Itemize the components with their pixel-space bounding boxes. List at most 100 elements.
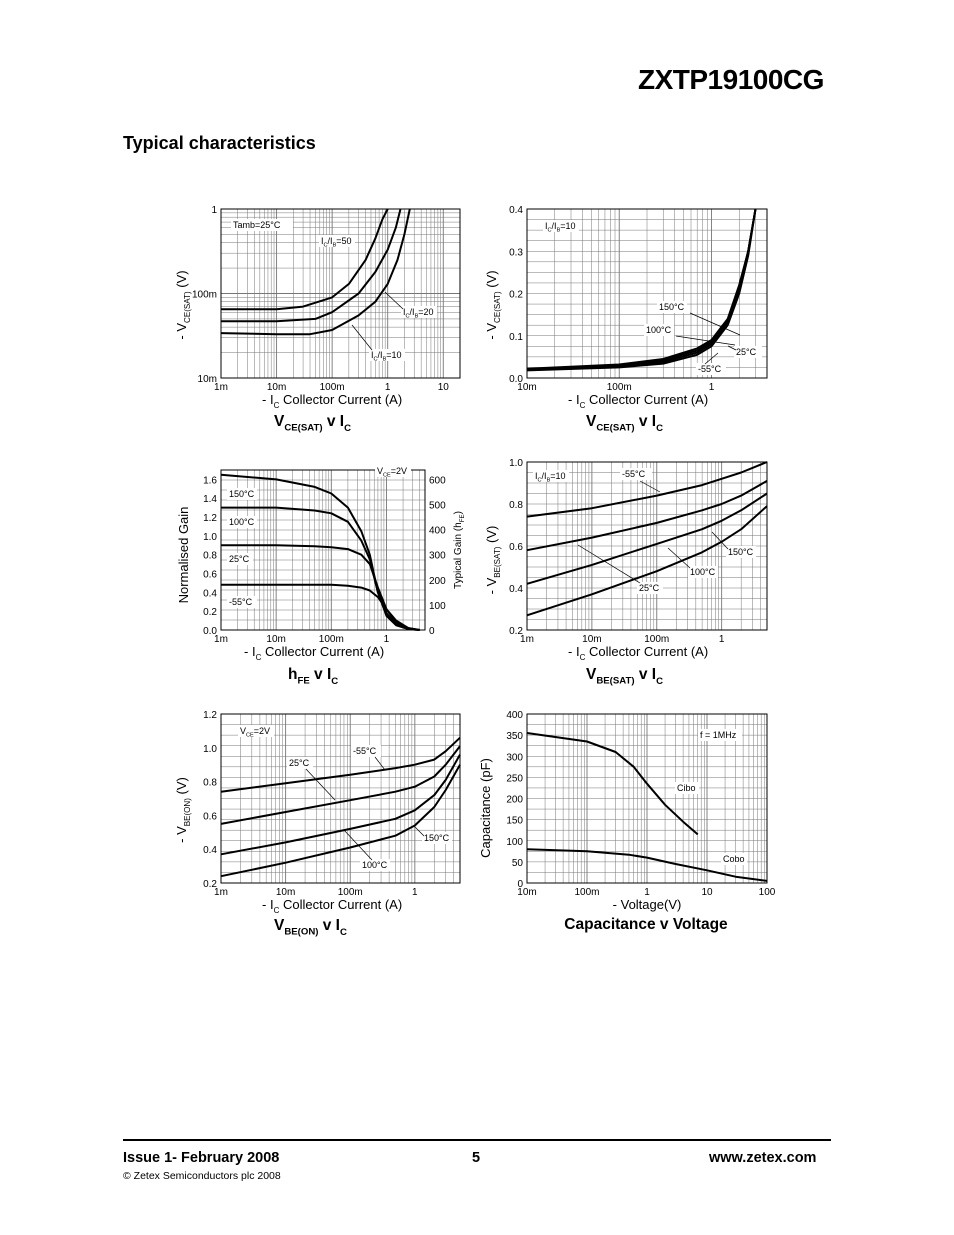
series-curve bbox=[526, 505, 768, 617]
annotation-bg bbox=[698, 729, 742, 741]
series-curve bbox=[526, 848, 768, 882]
y-axis-label: - VCE(SAT) (V) bbox=[484, 270, 502, 339]
x-tick-label: 1 bbox=[384, 634, 390, 645]
plot-frame bbox=[220, 469, 426, 631]
series-curve bbox=[526, 461, 768, 518]
x-axis-label: - IC Collector Current (A) bbox=[262, 897, 402, 915]
x-axis-label: - IC Collector Current (A) bbox=[568, 392, 708, 410]
y2-axis-label: Typical Gain (hFE) bbox=[453, 511, 466, 589]
plot-frame bbox=[526, 713, 768, 884]
chart-hfe_ic: 1m 10m 100m 1 0.0 0.2 0.4 0.6 0.8 1.0 1.2 1.4 1.6 0 10… bbox=[176, 465, 466, 687]
series-curve bbox=[221, 208, 402, 323]
annotation-leader bbox=[577, 544, 641, 584]
annotation-bg bbox=[533, 470, 569, 482]
x-tick-label: 10 bbox=[701, 887, 713, 898]
x-tick-label: 1m bbox=[520, 634, 534, 645]
annotation-freq: f = 1MHz bbox=[700, 730, 737, 740]
x-tick-label: 100m bbox=[574, 887, 599, 898]
x-tick-label: 1m bbox=[214, 382, 228, 393]
annotation-bg bbox=[360, 859, 390, 871]
x-tick-label: 10m bbox=[517, 887, 536, 898]
chart-vcesat_ic_temp: 10m 100m 1 0.0 0.1 0.2 0.3 0.4 - IC Collector Cu… bbox=[484, 205, 768, 434]
y-tick-label: 0.6 bbox=[203, 811, 217, 822]
annotation-bg bbox=[688, 566, 718, 578]
annotation-leader bbox=[639, 480, 661, 493]
chart-title: VBE(ON) v IC bbox=[274, 917, 347, 938]
y-axis-label: Normalised Gain bbox=[176, 507, 191, 604]
annotation-leader bbox=[343, 829, 373, 861]
y-tick-label: 10m bbox=[198, 374, 217, 385]
x-tick-label: 1 bbox=[644, 887, 650, 898]
series-curve bbox=[221, 208, 389, 311]
annotation-cobo: Cobo bbox=[723, 854, 745, 864]
y-tick-label: 300 bbox=[506, 752, 523, 763]
chart-cap_voltage: 10m 100m 1 10 100 0 50 100 150 200 250 300 350 400 - V… bbox=[478, 710, 776, 933]
grid bbox=[221, 714, 460, 883]
y-tick-label: 150 bbox=[506, 816, 523, 827]
y-tick-label: 350 bbox=[506, 731, 523, 742]
series-curve bbox=[220, 208, 411, 336]
annotation-bg bbox=[637, 582, 663, 594]
annotation-bg bbox=[726, 546, 756, 558]
annotation-vce: VCE=2V bbox=[377, 466, 407, 479]
annotation-bg bbox=[375, 465, 411, 477]
annotation-25c: 25°C bbox=[639, 583, 660, 593]
plot-frame bbox=[526, 461, 768, 631]
y2-tick-label: 200 bbox=[429, 576, 446, 587]
annotation-leader bbox=[727, 345, 737, 351]
y-tick-label: 0.1 bbox=[509, 332, 523, 343]
annotation-bg bbox=[675, 782, 699, 794]
y-tick-label: 0.8 bbox=[203, 778, 217, 789]
series-curve bbox=[526, 208, 757, 370]
annotation-bg bbox=[422, 832, 452, 844]
chart-title: VBE(SAT) v IC bbox=[586, 666, 663, 687]
series-curve bbox=[221, 583, 420, 631]
annotation-bg bbox=[319, 235, 355, 247]
website-link[interactable]: www.zetex.com bbox=[709, 1150, 817, 1166]
x-tick-label: 100 bbox=[759, 887, 776, 898]
annotation-bg bbox=[734, 346, 762, 358]
series-curve bbox=[526, 492, 768, 585]
annotation-100c: 100°C bbox=[229, 517, 255, 527]
annotation-ratio: IC/IB=10 bbox=[535, 471, 566, 484]
annotation-bg bbox=[231, 219, 293, 231]
y-tick-label: 50 bbox=[512, 858, 524, 869]
y-tick-label: 200 bbox=[506, 795, 523, 806]
series-curve bbox=[220, 754, 461, 856]
annotation-bg bbox=[401, 306, 437, 318]
y-tick-label: 400 bbox=[506, 710, 523, 721]
x-tick-label: 1 bbox=[412, 887, 418, 898]
series-curve bbox=[526, 208, 757, 371]
chart-vbeon_ic: 1m 10m 100m 1 0.2 0.4 0.6 0.8 1.0 1.2 - IC Collect… bbox=[174, 710, 461, 938]
annotation-25c: 25°C bbox=[229, 554, 250, 564]
y-tick-label: 0.2 bbox=[509, 290, 523, 301]
annotation-leader bbox=[667, 547, 691, 569]
y-tick-label: 100 bbox=[506, 837, 523, 848]
plot-frame bbox=[526, 208, 768, 379]
annotation-leader bbox=[305, 768, 336, 801]
annotation-ratio: IC/IB=10 bbox=[545, 221, 576, 234]
y2-tick-label: 500 bbox=[429, 501, 446, 512]
annotation-bg bbox=[620, 468, 652, 480]
y-tick-label: 1.0 bbox=[203, 532, 217, 543]
annotation-25c: 25°C bbox=[736, 347, 757, 357]
y-tick-label: 250 bbox=[506, 773, 523, 784]
y-tick-label: 1 bbox=[211, 205, 217, 216]
x-tick-label: 100m bbox=[644, 634, 669, 645]
annotation-ratio10: IC/IB=10 bbox=[371, 350, 402, 363]
annotation-leader bbox=[704, 352, 719, 365]
y-tick-label: 0.2 bbox=[509, 626, 523, 637]
grid bbox=[527, 209, 767, 378]
annotation-100c: 100°C bbox=[646, 325, 672, 335]
chart-title: VCE(SAT) v IC bbox=[274, 413, 351, 434]
series-curve bbox=[221, 506, 420, 631]
y-axis-label: - VCE(SAT) (V) bbox=[174, 270, 192, 339]
y-tick-label: 1.2 bbox=[203, 710, 217, 721]
y-tick-label: 1.0 bbox=[203, 744, 217, 755]
annotation-150c: 150°C bbox=[728, 547, 754, 557]
y-axis-label-group: - VBE(ON) (V) bbox=[174, 777, 192, 843]
x-tick-label: 100m bbox=[320, 382, 345, 393]
y-axis-label-group: - VCE(SAT) (V) bbox=[484, 270, 502, 339]
y-tick-label: 1.4 bbox=[203, 494, 217, 505]
annotation-bg bbox=[287, 757, 313, 769]
